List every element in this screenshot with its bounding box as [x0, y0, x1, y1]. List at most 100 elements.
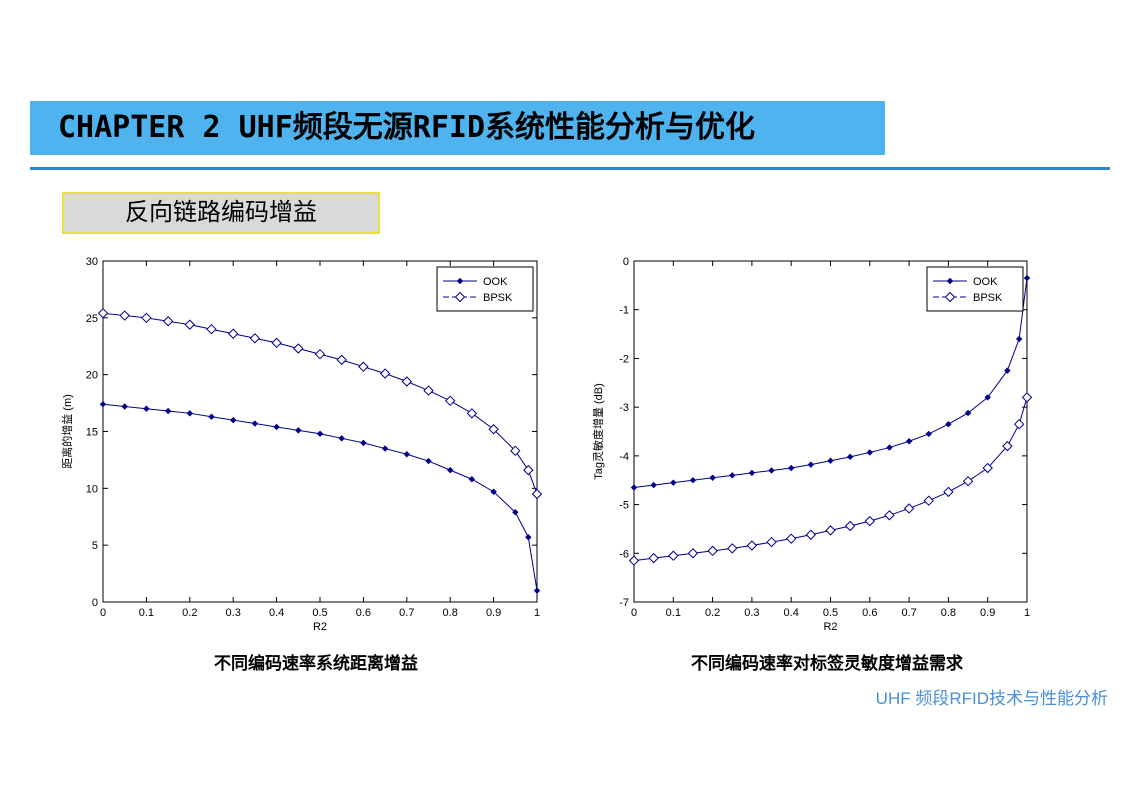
y-tick-label: -1 [619, 305, 629, 317]
marker [523, 464, 534, 476]
marker [886, 444, 893, 451]
y-tick-label: -4 [619, 451, 629, 463]
marker [273, 423, 280, 431]
marker [525, 534, 532, 541]
legend-label: BPSK [973, 292, 1003, 304]
marker [984, 394, 991, 401]
y-tick-label: 15 [86, 427, 98, 439]
x-tick-label: 0 [100, 607, 106, 619]
x-tick-label: 0.9 [486, 607, 501, 619]
marker [709, 474, 716, 481]
series-line [102, 403, 538, 591]
marker [962, 475, 974, 487]
x-tick-label: 0.2 [182, 607, 197, 619]
y-tick-label: 0 [623, 256, 629, 268]
legend [926, 266, 1024, 312]
marker [423, 385, 434, 396]
y-tick-label: -3 [619, 402, 629, 414]
marker [727, 543, 738, 554]
marker [943, 486, 954, 498]
marker [903, 503, 915, 514]
marker [844, 520, 856, 532]
x-tick-label: 0.4 [784, 607, 799, 619]
x-tick-label: 1 [534, 607, 540, 619]
legend-marker [946, 277, 954, 285]
y-tick-label: -6 [619, 548, 629, 560]
marker [184, 319, 196, 330]
x-tick-label: 0.5 [312, 607, 327, 619]
legend-label: OOK [973, 276, 998, 288]
x-tick-label: 0.6 [862, 607, 877, 619]
marker [143, 405, 150, 412]
marker [227, 328, 239, 339]
marker [314, 348, 326, 360]
series-line [102, 312, 538, 495]
marker [293, 343, 304, 354]
x-tick-label: 0.8 [443, 607, 458, 619]
marker [866, 449, 874, 456]
x-tick-label: 0.1 [666, 607, 681, 619]
x-tick-label: 0.3 [226, 607, 241, 619]
marker [964, 409, 972, 417]
marker [689, 477, 697, 484]
series-line [633, 397, 1028, 562]
marker [99, 401, 107, 408]
marker [381, 445, 389, 452]
chapter-title: CHAPTER 2 UHF频段无源RFID系统性能分析与优化 [30, 101, 885, 155]
y-axis-label: Tag灵敏度增量 (dB) [591, 383, 605, 480]
marker [982, 462, 993, 474]
marker [884, 510, 895, 521]
series-line [633, 277, 1028, 489]
section-label: 反向链路编码增益 [62, 192, 380, 234]
marker [787, 464, 795, 472]
marker [945, 420, 952, 428]
marker [1021, 392, 1033, 403]
marker [466, 408, 478, 419]
x-tick-label: 0.4 [269, 607, 284, 619]
marker [846, 453, 854, 461]
y-tick-label: 30 [86, 256, 98, 268]
marker [121, 403, 128, 410]
marker [488, 424, 499, 435]
y-tick-label: -2 [619, 353, 629, 365]
marker [360, 439, 367, 447]
marker [316, 430, 324, 437]
marker [379, 368, 391, 379]
marker [687, 548, 699, 559]
y-tick-label: 20 [86, 370, 98, 382]
marker [825, 525, 836, 536]
marker [746, 540, 758, 551]
marker [668, 550, 679, 561]
plot-area [633, 260, 1028, 603]
marker [97, 308, 109, 319]
marker [403, 451, 411, 458]
marker [468, 476, 476, 483]
marker [164, 407, 172, 415]
marker [358, 361, 369, 372]
legend-marker [454, 291, 466, 303]
marker [748, 469, 756, 477]
x-axis-label: R2 [823, 621, 837, 633]
marker [141, 312, 152, 324]
y-tick-label: 0 [92, 597, 98, 609]
x-tick-label: 0.7 [901, 607, 916, 619]
marker [628, 555, 640, 566]
y-axis-label: 距离的增益 (m) [60, 394, 74, 469]
marker [648, 552, 659, 564]
marker [650, 481, 657, 489]
marker [1002, 440, 1013, 452]
marker [338, 435, 345, 442]
y-tick-label: 5 [92, 540, 98, 552]
marker [490, 488, 497, 495]
marker [925, 430, 932, 438]
marker [336, 354, 347, 366]
marker [295, 427, 302, 434]
marker [119, 310, 130, 321]
divider [30, 167, 1110, 170]
footer: UHF 频段RFID技术与性能分析 [875, 689, 1108, 708]
marker [670, 479, 677, 486]
legend-label: BPSK [483, 292, 513, 304]
x-tick-label: 0.1 [139, 607, 154, 619]
